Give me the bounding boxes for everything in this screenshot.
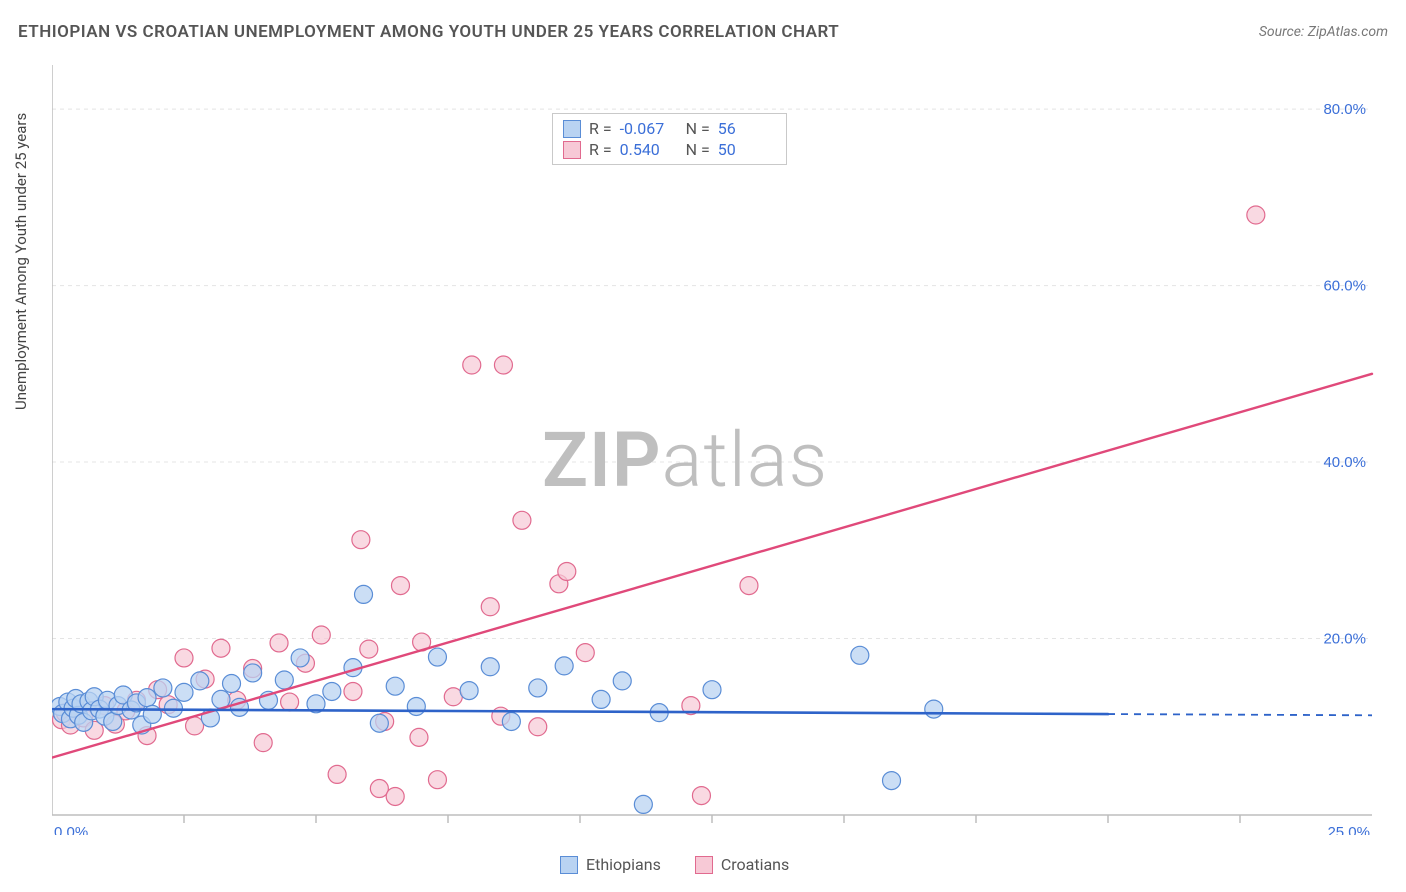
stat-n-label: N = [686, 119, 710, 138]
swatch-ethiopians [563, 120, 581, 138]
legend-item-ethiopians: Ethiopians [560, 855, 661, 874]
svg-text:80.0%: 80.0% [1323, 101, 1366, 118]
svg-text:20.0%: 20.0% [1323, 631, 1366, 648]
stats-box: R = -0.067 N = 56 R = 0.540 N = 50 [552, 113, 787, 165]
stat-r-value: 0.540 [620, 140, 678, 159]
legend-swatch-croatians [695, 856, 713, 874]
legend-swatch-ethiopians [560, 856, 578, 874]
stat-n-value: 50 [718, 140, 776, 159]
svg-text:0.0%: 0.0% [54, 824, 88, 835]
svg-text:25.0%: 25.0% [1327, 824, 1370, 835]
stats-row-ethiopians: R = -0.067 N = 56 [563, 118, 776, 139]
chart-source: Source: ZipAtlas.com [1259, 24, 1388, 40]
svg-text:60.0%: 60.0% [1323, 278, 1366, 295]
swatch-croatians [563, 141, 581, 159]
legend-item-croatians: Croatians [695, 855, 789, 874]
stat-n-label: N = [686, 140, 710, 159]
stat-r-label: R = [589, 140, 612, 159]
chart-area: 20.0%40.0%60.0%80.0%0.0%25.0% ZIPatlas R… [52, 55, 1382, 835]
svg-text:40.0%: 40.0% [1323, 454, 1366, 471]
legend-label-ethiopians: Ethiopians [586, 855, 661, 874]
stat-r-label: R = [589, 119, 612, 138]
legend-label-croatians: Croatians [721, 855, 789, 874]
bottom-legend: Ethiopians Croatians [560, 855, 789, 874]
stat-n-value: 56 [718, 119, 776, 138]
scatter-plot: 20.0% 40.0% 60.0% 80.0% 0.0% 25.0% [52, 55, 1382, 835]
chart-header: ETHIOPIAN VS CROATIAN UNEMPLOYMENT AMONG… [18, 22, 1388, 42]
y-axis-label: Unemployment Among Youth under 25 years [12, 113, 30, 410]
stats-row-croatians: R = 0.540 N = 50 [563, 139, 776, 160]
chart-title: ETHIOPIAN VS CROATIAN UNEMPLOYMENT AMONG… [18, 22, 839, 42]
stat-r-value: -0.067 [620, 119, 678, 138]
